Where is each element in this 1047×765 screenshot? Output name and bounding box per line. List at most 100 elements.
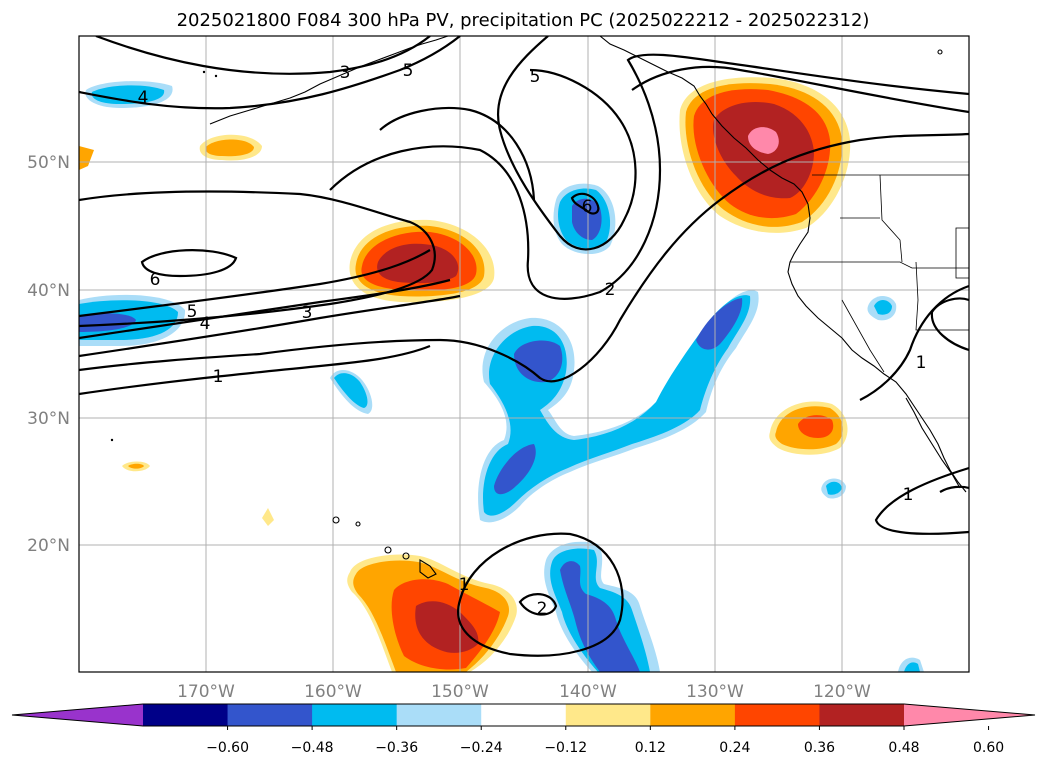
colorbar-tick-label: 0.24: [719, 740, 750, 756]
contour-label: 2: [605, 280, 616, 300]
contour-label: 4: [200, 314, 211, 334]
precip-pos-blob-ne-pink: [748, 127, 779, 154]
pv-contour-6-loop: [570, 192, 600, 215]
colorbar-segment: [904, 704, 1035, 726]
precip-neg-blob-nw-core: [91, 85, 165, 104]
contour-label: 3: [340, 63, 351, 83]
contour-label: 1: [903, 485, 914, 505]
map-panel: 4 3 5 5 6 6 5 4 3 1 2 1 1 1 2: [79, 36, 969, 672]
map-title: 2025021800 F084 300 hPa PV, precipitatio…: [177, 10, 870, 31]
colorbar-segment: [12, 704, 143, 726]
colorbar-tick-label: −0.60: [206, 740, 249, 756]
precip-neg-band-inner1: [514, 340, 563, 383]
lon-label: 130°W: [686, 682, 744, 702]
pv-contour-5-mid-b: [379, 106, 536, 201]
precip-pos-edge: [79, 146, 94, 170]
pv-contour-2-south: [518, 593, 558, 616]
precip-neg-small-c-core: [826, 481, 842, 495]
pv-contour-4: [79, 278, 451, 340]
political-borders: [790, 174, 969, 373]
lon-label: 140°W: [559, 682, 617, 702]
pv-contours: [79, 36, 969, 657]
pv-contour-4-north: [79, 36, 461, 110]
colorbar-segment: [650, 704, 736, 726]
precip-neg-small-b-core: [874, 300, 892, 315]
colorbar-segment: [565, 704, 651, 726]
precip-pos-blob-central-d: [377, 243, 459, 284]
lat-label: 40°N: [27, 281, 70, 301]
lon-label: 150°W: [431, 682, 489, 702]
colorbar-tick-label: 0.36: [804, 740, 835, 756]
precip-pos-blob-e-r: [798, 415, 834, 438]
pv-contour-1-east: [859, 284, 969, 401]
colorbar-segment: [819, 704, 905, 726]
pv-contour-1-ne: [631, 65, 969, 114]
precip-neg-small-a-core: [334, 373, 368, 408]
contour-label: 6: [150, 270, 161, 290]
contour-label: 1: [213, 367, 224, 387]
colorbar-tick-label: 0.60: [973, 740, 1004, 756]
lat-label: 30°N: [27, 409, 70, 429]
colorbar-segment: [312, 704, 398, 726]
contour-label: 5: [187, 302, 198, 322]
lon-label: 170°W: [177, 682, 235, 702]
precip-pos-blob-s-d: [415, 601, 479, 653]
gridlines: [79, 36, 969, 672]
precip-neg-blob-c-inner: [572, 198, 602, 240]
lat-label: 20°N: [27, 536, 70, 556]
colorbar-segment: [481, 704, 567, 726]
pv-contour-2: [79, 344, 431, 396]
contour-label: 5: [530, 67, 541, 87]
precip-neg-band-inner2: [696, 298, 743, 350]
precip-neg-blob-s-inner: [560, 561, 640, 672]
contour-label: 1: [459, 575, 470, 595]
colorbar-segment: [734, 704, 820, 726]
pv-contour-1-south: [457, 532, 624, 657]
contour-label: 4: [138, 88, 149, 108]
precip-neg-band-inner3: [494, 444, 536, 495]
pv-contour-3-north: [95, 36, 431, 75]
precip-neg-small-f-core: [904, 662, 920, 672]
precip-pos-small-e: [262, 508, 274, 526]
colorbar-segment: [143, 704, 229, 726]
colorbar-segment: [396, 704, 482, 726]
colorbar-tick-label: 0.12: [635, 740, 666, 756]
colorbar: −0.60 −0.48 −0.36 −0.24 −0.12 0.12 0.24 0.36 0.4…: [11, 703, 1036, 756]
map-frame: [78, 35, 970, 673]
latitude-labels: 50°N 40°N 30°N 20°N: [27, 153, 70, 556]
pv-contour-lower-east: [939, 485, 969, 493]
colorbar-tick-label: −0.36: [375, 740, 418, 756]
precipitation-fills: [79, 77, 924, 672]
contour-label: 6: [582, 197, 593, 217]
pv-contour-6-west: [140, 249, 238, 278]
colorbar-tick-label: 0.48: [888, 740, 919, 756]
precip-neg-blob-w-inner: [79, 313, 136, 332]
lon-label: 160°W: [304, 682, 362, 702]
lon-label: 120°W: [813, 682, 871, 702]
pv-contour-inner-a: [79, 190, 436, 328]
contour-label: 1: [916, 353, 927, 373]
pv-contour-1: [79, 132, 969, 383]
pv-contour-5-mid: [497, 36, 637, 251]
pv-contour-1-east-loop: [930, 297, 969, 352]
longitude-labels: 170°W 160°W 150°W 140°W 130°W 120°W: [177, 682, 871, 702]
contour-label: 5: [403, 61, 414, 81]
precip-pos-small-d-core: [128, 463, 144, 469]
contour-labels: 4 3 5 5 6 6 5 4 3 1 2 1 1 1 2: [138, 61, 927, 619]
pv-contour-3: [79, 294, 461, 358]
colorbar-segment: [227, 704, 313, 726]
colorbar-segments: [12, 704, 1035, 726]
colorbar-tick-label: −0.24: [460, 740, 503, 756]
pv-contour-2-mid: [329, 53, 969, 300]
colorbar-ticks: −0.60 −0.48 −0.36 −0.24 −0.12 0.12 0.24 0.36 0.4…: [206, 726, 1004, 756]
west-coast: [711, 113, 967, 493]
colorbar-outline: [11, 703, 1036, 727]
pv-contour-5: [79, 249, 431, 318]
colorbar-tick-label: −0.12: [544, 740, 587, 756]
precip-pos-blob-a-core: [205, 139, 254, 157]
colorbar-tick-label: −0.48: [291, 740, 334, 756]
pv-contour-1-se: [874, 466, 969, 535]
lat-label: 50°N: [27, 153, 70, 173]
contour-label: 3: [302, 303, 313, 323]
